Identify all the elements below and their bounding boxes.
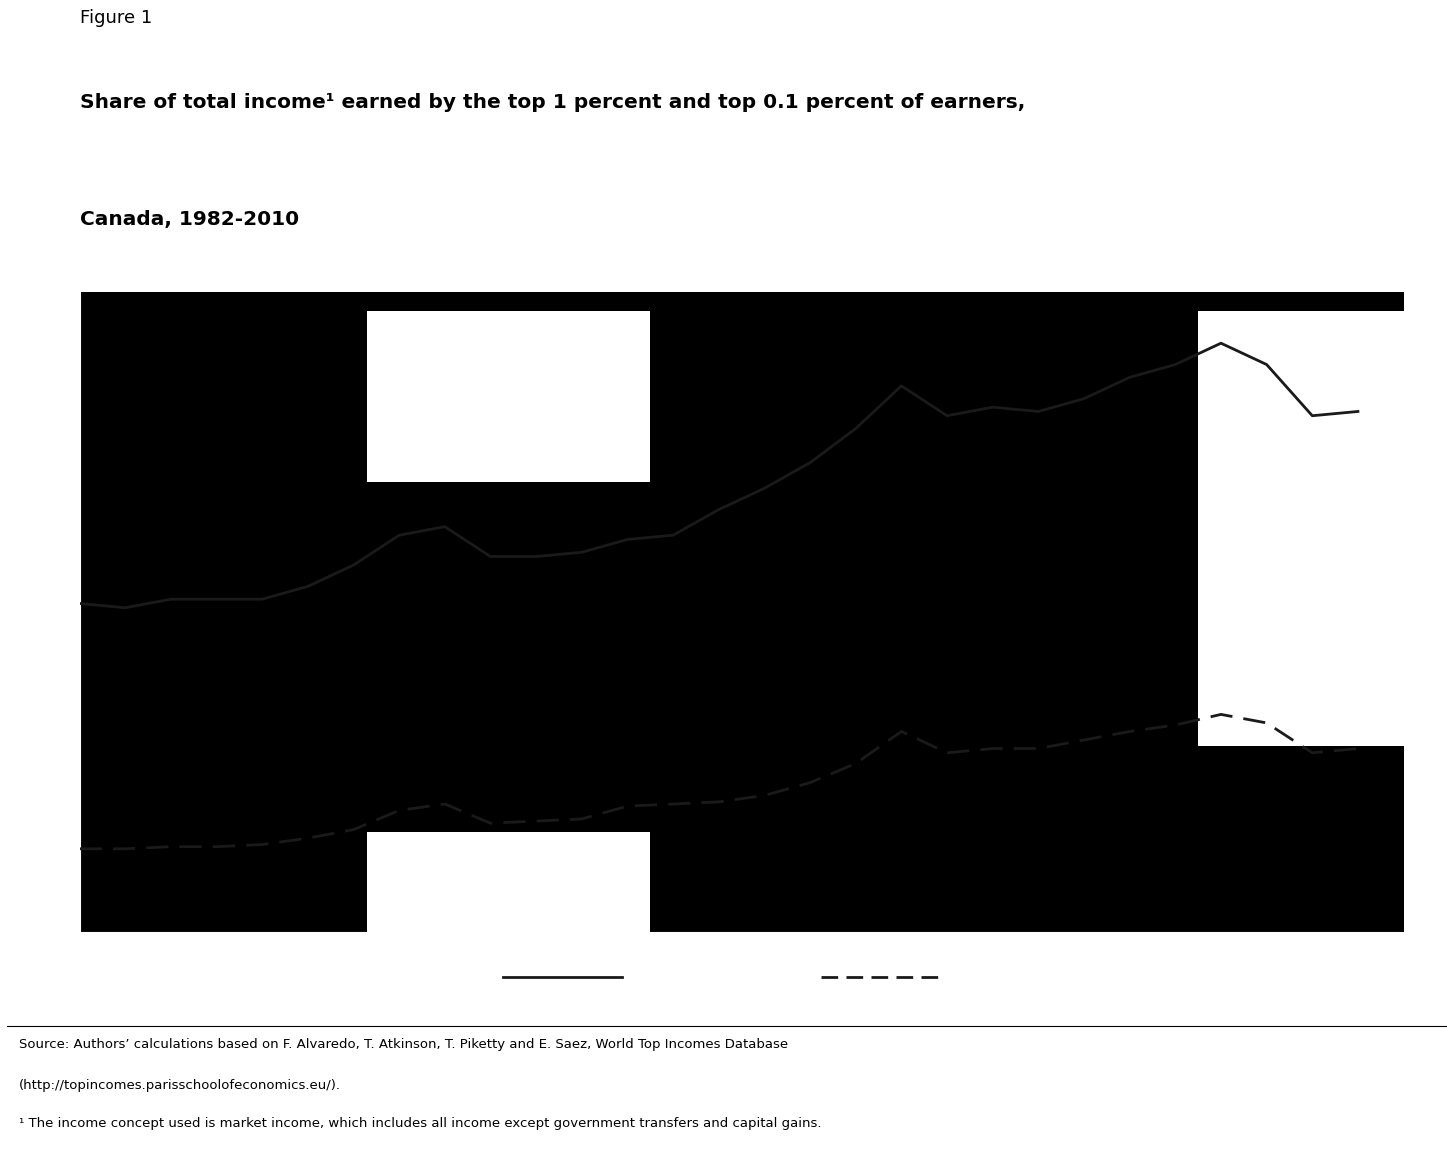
Text: Top 1%: Top 1% xyxy=(635,968,700,986)
Text: Top 0.1%: Top 0.1% xyxy=(954,968,1035,986)
Bar xyxy=(1198,311,1408,746)
Bar xyxy=(368,832,650,933)
Bar xyxy=(368,311,650,481)
Text: ¹ The income concept used is market income, which includes all income except gov: ¹ The income concept used is market inco… xyxy=(19,1117,822,1129)
Text: Share of total income¹ earned by the top 1 percent and top 0.1 percent of earner: Share of total income¹ earned by the top… xyxy=(80,94,1024,112)
Text: Source: Authors’ calculations based on F. Alvaredo, T. Atkinson, T. Piketty and : Source: Authors’ calculations based on F… xyxy=(19,1038,787,1052)
Y-axis label: Percent: Percent xyxy=(22,581,39,643)
Text: Canada, 1982-2010: Canada, 1982-2010 xyxy=(80,211,298,229)
Text: Figure 1: Figure 1 xyxy=(80,9,152,27)
Text: (http://topincomes.parisschoolofeconomics.eu/).: (http://topincomes.parisschoolofeconomic… xyxy=(19,1078,340,1092)
